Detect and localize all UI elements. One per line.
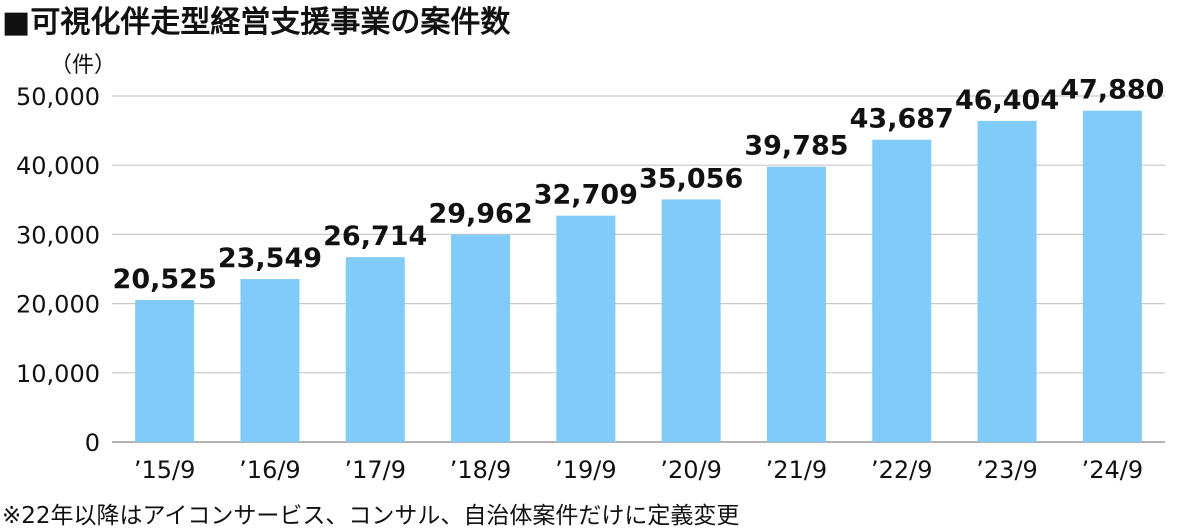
chart-title: ■可視化伴走型経営支援事業の案件数 [2,5,511,40]
x-tick-label: ’21/9 [766,456,828,484]
y-tick-label: 20,000 [16,291,100,319]
x-tick-label: ’23/9 [976,456,1038,484]
x-tick-label: ’19/9 [555,456,617,484]
bar [556,215,616,442]
y-tick-label: 10,000 [16,360,100,388]
bar [451,234,511,442]
bar [135,299,195,442]
data-label: 47,880 [1060,75,1164,106]
y-tick-label: 50,000 [16,83,100,111]
x-tick-label: ’17/9 [344,456,406,484]
footnote: ※22年以降はアイコンサービス、コンサル、自治体案件だけに定義変更 [2,503,739,529]
y-axis-unit-label: （件） [50,53,116,78]
data-label: 32,709 [534,180,638,211]
bar [872,139,932,442]
bar [1082,110,1142,442]
bar [766,166,826,442]
bar [240,279,300,442]
data-label: 23,549 [218,243,322,274]
data-label: 43,687 [850,104,954,135]
x-axis-categories: ’15/9 ’16/9 ’17/9 ’18/9 ’19/9 ’20/9 ’21/9 ’22/9… [134,456,1143,484]
bars [135,110,1142,442]
y-tick-label: 30,000 [16,221,100,249]
y-axis-ticks: 0 10,000 20,000 30,000 40,000 50,000 [16,83,100,457]
data-label: 29,962 [428,199,532,230]
x-tick-label: ’15/9 [134,456,196,484]
x-tick-label: ’22/9 [871,456,933,484]
y-tick-label: 0 [85,429,100,457]
x-tick-label: ’18/9 [450,456,512,484]
x-tick-label: ’20/9 [660,456,722,484]
y-tick-label: 40,000 [16,152,100,180]
data-label: 46,404 [955,85,1059,116]
x-tick-label: ’16/9 [239,456,301,484]
value-labels: 20,52523,54926,71429,96232,70935,05639,7… [113,75,1165,295]
bar [661,199,721,442]
data-label: 39,785 [744,131,848,162]
x-tick-label: ’24/9 [1082,456,1144,484]
data-label: 26,714 [323,221,427,252]
bar [977,120,1037,442]
data-label: 20,525 [113,264,217,295]
bar [345,257,405,442]
data-label: 35,056 [639,163,743,194]
